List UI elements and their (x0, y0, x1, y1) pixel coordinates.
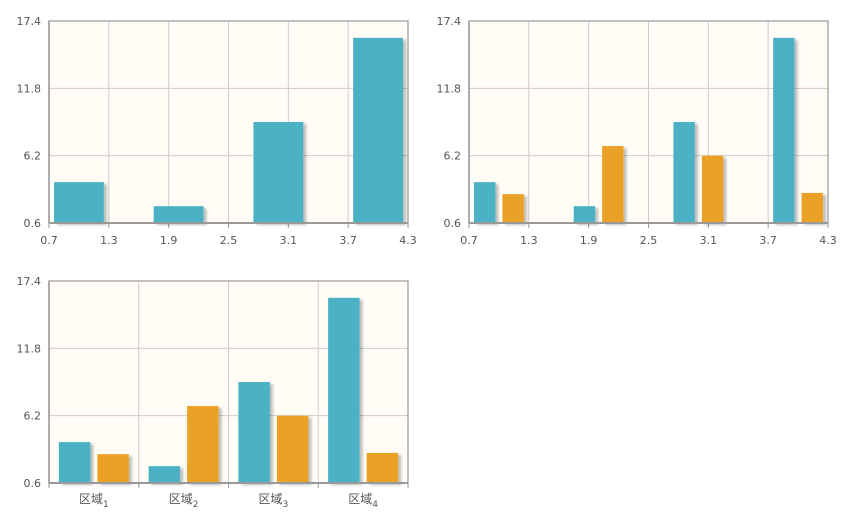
x-tick-label: 1.3 (100, 234, 118, 247)
x-category-label: 区域4 (348, 492, 378, 510)
y-tick-label: 0.6 (444, 217, 462, 230)
bar-series-1-point-3 (238, 382, 270, 483)
bar-series-1-point-2 (153, 206, 204, 223)
bar-series-1-point-1 (53, 182, 104, 223)
chart-3: 0.6 6.2 11.8 17.4 区域1 区域2 区域3 区域4 (17, 275, 409, 510)
y-tick-label: 11.8 (437, 82, 462, 95)
bar-series-2-point-3 (701, 155, 724, 223)
y-tick-label: 0.6 (24, 217, 42, 230)
y-tick-label: 11.8 (17, 342, 42, 355)
x-category-label: 区域3 (259, 492, 289, 510)
y-tick-label: 11.8 (17, 82, 42, 95)
x-tick-label: 4.3 (819, 234, 837, 247)
x-tick-label: 4.3 (399, 234, 417, 247)
x-tick-label: 1.3 (520, 234, 538, 247)
bar-series-1-point-1 (473, 182, 496, 223)
bar-series-2-point-3 (276, 415, 309, 483)
bar-series-2-point-4 (801, 192, 824, 223)
bar-series-1-point-3 (253, 122, 304, 223)
bar-series-1-point-3 (673, 122, 695, 223)
bar-series-2-point-2 (602, 146, 624, 223)
x-category-label: 区域1 (79, 492, 109, 510)
x-tick-label: 1.9 (160, 234, 178, 247)
y-tick-label: 6.2 (444, 150, 462, 163)
chart-2: 0.6 6.2 11.8 17.4 0.7 1.3 1.9 2.5 3.1 3.7 4.3 (437, 15, 837, 247)
y-tick-label: 6.2 (24, 410, 42, 423)
bar-series-2-point-4 (366, 452, 399, 483)
x-tick-label: 1.9 (580, 234, 598, 247)
bar-series-1-point-4 (773, 37, 795, 224)
x-tick-label: 0.7 (460, 234, 478, 247)
x-tick-label: 3.7 (339, 234, 357, 247)
y-tick-label: 6.2 (24, 150, 42, 163)
y-tick-label: 17.4 (17, 15, 42, 28)
y-tick-label: 17.4 (17, 275, 42, 288)
x-category-label: 区域2 (169, 492, 199, 510)
x-tick-label: 3.7 (759, 234, 777, 247)
bar-series-2-point-1 (97, 454, 129, 483)
chart-1: 0.6 6.2 11.8 17.4 0.7 1.3 1.9 2.5 3.1 3.7 4.3 (17, 15, 417, 247)
y-tick-label: 0.6 (24, 477, 42, 490)
x-tick-label: 0.7 (40, 234, 58, 247)
bar-series-2-point-1 (502, 194, 524, 223)
bar-series-1-point-4 (353, 37, 404, 224)
bar-series-1-point-2 (148, 466, 181, 483)
y-tick-label: 17.4 (437, 15, 462, 28)
bar-series-2-point-2 (187, 406, 219, 483)
bar-series-1-point-2 (573, 206, 596, 223)
bar-series-1-point-4 (328, 297, 360, 483)
bar-series-1-point-1 (58, 442, 91, 483)
x-tick-label: 2.5 (220, 234, 238, 247)
x-tick-label: 3.1 (700, 234, 718, 247)
x-tick-label: 2.5 (640, 234, 658, 247)
x-tick-label: 3.1 (280, 234, 298, 247)
